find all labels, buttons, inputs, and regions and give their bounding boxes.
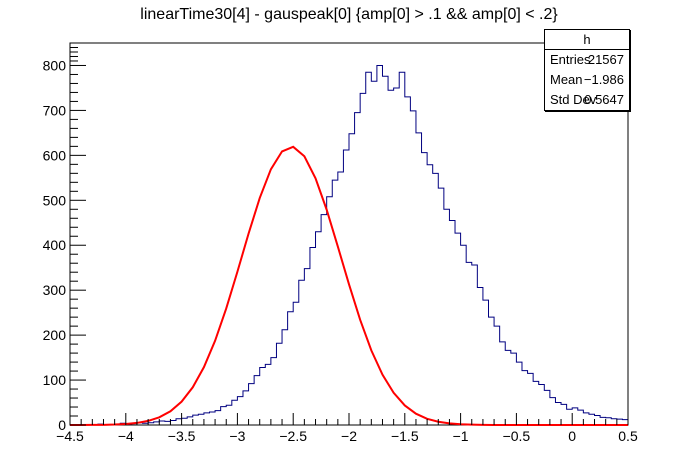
stats-value-entries: 21567 <box>587 52 624 67</box>
y-tick-label: 100 <box>43 372 67 388</box>
stats-label-entries: Entries <box>550 52 591 67</box>
fit-curve <box>69 145 628 426</box>
y-tick-label: 400 <box>43 237 67 253</box>
stats-box-name: h <box>545 30 629 50</box>
stats-box: h Entries 21567 Mean −1.986 Std Dev 0.56… <box>544 29 630 111</box>
x-tick-label: −0.5 <box>503 428 531 444</box>
x-tick-label: 0 <box>568 428 576 444</box>
x-tick-label: −4 <box>118 428 134 444</box>
y-tick-label: 300 <box>43 282 67 298</box>
x-tick-label: −3 <box>229 428 245 444</box>
chart-title: linearTime30[4] - gauspeak[0] {amp[0] > … <box>140 6 558 23</box>
x-tick-label: −1 <box>453 428 469 444</box>
x-tick-label: −2 <box>341 428 357 444</box>
stats-value-mean: −1.986 <box>583 72 624 87</box>
x-tick-label: −4.5 <box>56 428 84 444</box>
y-tick-label: 800 <box>43 57 67 73</box>
histogram-series <box>69 64 629 426</box>
stats-row-entries: Entries 21567 <box>545 50 629 70</box>
y-tick-label: 200 <box>43 327 67 343</box>
y-tick-label: 500 <box>43 192 67 208</box>
x-tick-label: −1.5 <box>391 428 419 444</box>
stats-row-mean: Mean −1.986 <box>545 70 629 90</box>
stats-row-stddev: Std Dev 0.5647 <box>545 90 629 110</box>
stats-label-mean: Mean <box>550 72 583 87</box>
y-tick-label: 0 <box>58 417 66 433</box>
x-tick-label: −2.5 <box>279 428 307 444</box>
x-tick-label: 0.5 <box>618 428 638 444</box>
stats-label-stddev: Std Dev <box>550 92 597 107</box>
x-tick-label: −3.5 <box>168 428 196 444</box>
y-tick-label: 600 <box>43 147 67 163</box>
stats-value-stddev: 0.5647 <box>584 92 624 107</box>
y-tick-label: 700 <box>43 102 67 118</box>
